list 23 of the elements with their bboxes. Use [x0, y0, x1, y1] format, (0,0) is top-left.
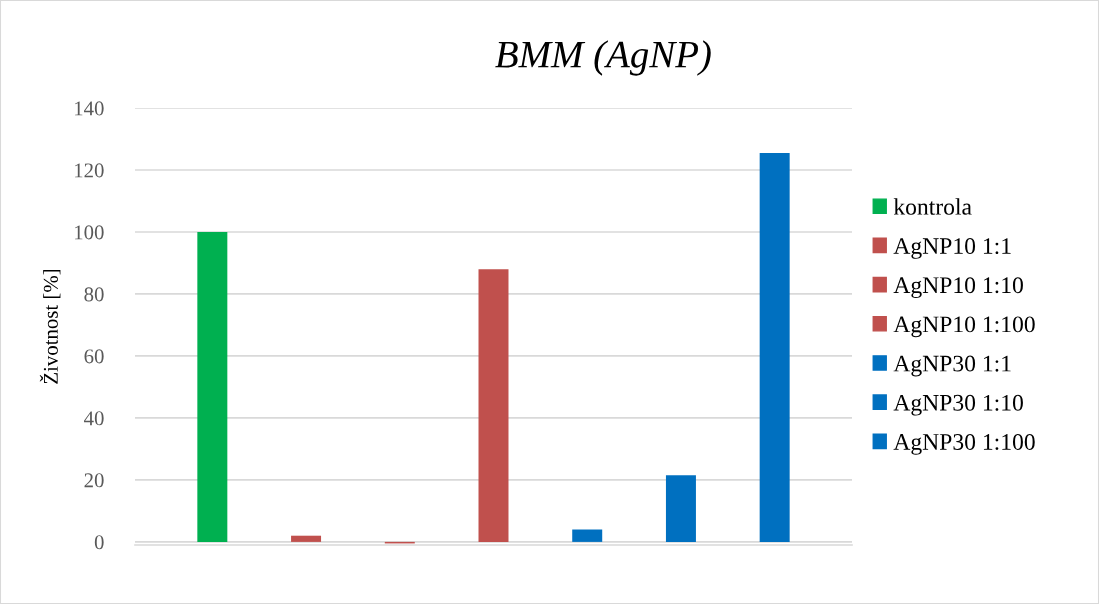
legend-label: kontrola — [893, 198, 972, 215]
y-axis-title: Životnost [%] — [39, 269, 61, 384]
legend-label: AgNP10 1:10 — [893, 277, 1023, 299]
y-tick-label: 100 — [75, 225, 104, 240]
y-tick-label: 80 — [84, 287, 104, 302]
legend-label: AgNP30 1:10 — [893, 394, 1023, 416]
bar — [478, 269, 509, 542]
y-tick-label: 60 — [84, 349, 104, 364]
legend-label: AgNP10 1:100 — [893, 316, 1035, 338]
y-tick-label: 40 — [84, 411, 104, 426]
bar — [759, 152, 790, 542]
y-tick-label: 140 — [75, 101, 104, 116]
bar — [665, 475, 696, 542]
y-tick-label: 20 — [84, 473, 104, 488]
y-tick-label: 0 — [94, 535, 104, 550]
legend-label: AgNP30 1:100 — [893, 433, 1035, 455]
legend-label: AgNP10 1:1 — [893, 238, 1011, 259]
legend-label: AgNP30 1:1 — [893, 355, 1011, 377]
chart-title: BMM (AgNP) — [495, 40, 711, 76]
bar — [291, 535, 322, 542]
bar — [572, 529, 603, 542]
bar — [197, 231, 228, 542]
y-tick-label: 120 — [75, 163, 104, 178]
